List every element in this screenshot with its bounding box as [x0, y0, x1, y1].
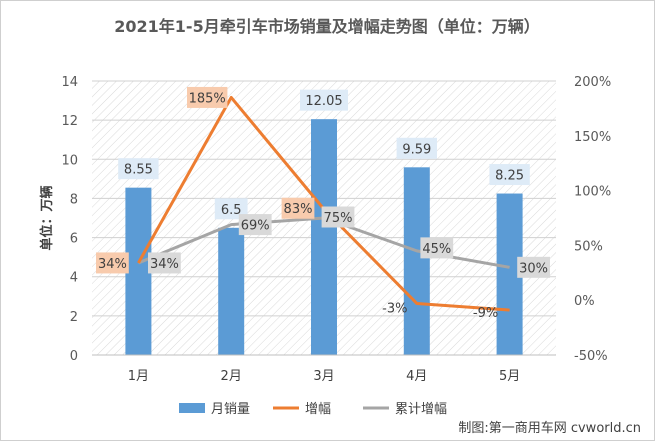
- bar-value-label: 12.05: [300, 89, 348, 111]
- cumulative-value-label-text: 75%: [324, 211, 353, 226]
- right-tick-label: 100%: [574, 185, 611, 200]
- left-tick-label: 2: [70, 310, 78, 325]
- bar-value-label-box: [118, 158, 159, 180]
- growth-value-label-text: 34%: [98, 257, 127, 272]
- cumulative-value-label-box: [148, 252, 181, 274]
- growth-value-label: 83%: [281, 197, 315, 219]
- right-tick-label: 0%: [574, 294, 595, 309]
- growth-value-label-box: [96, 252, 129, 274]
- right-tick-label: 200%: [574, 75, 611, 90]
- cumulative-value-label-text: 45%: [422, 242, 451, 257]
- bar-value-label-text: 9.59: [402, 142, 431, 157]
- bar-value-label-box: [489, 164, 530, 186]
- bar: [218, 227, 245, 355]
- cumulative-value-label-box: [238, 214, 272, 236]
- legend-label: 增幅: [305, 402, 331, 417]
- left-axis: 0 2 4 6 8 10 12 14: [61, 75, 78, 364]
- category-label: 1月: [128, 369, 149, 384]
- bar-value-label-box: [214, 198, 248, 220]
- growth-value-label: -9%: [473, 306, 498, 321]
- y-axis-title: 单位：万辆: [39, 185, 55, 250]
- legend-item: 累计增幅: [363, 402, 447, 417]
- category-label: 3月: [313, 369, 334, 384]
- growth-value-label: 185%: [187, 86, 228, 108]
- bar-value-label-text: 8.25: [495, 169, 524, 184]
- cumulative-value-label-text: 69%: [241, 219, 270, 234]
- left-tick-label: 0: [70, 349, 78, 364]
- cumulative-value-label: 69%: [238, 214, 272, 236]
- cumulative-value-label: 30%: [517, 256, 550, 278]
- growth-value-label-text: 185%: [189, 91, 226, 106]
- bar-value-label-box: [396, 137, 437, 159]
- legend: 月销量 增幅 累计增幅: [179, 402, 447, 417]
- cumulative-value-label-text: 34%: [150, 257, 179, 272]
- left-tick-label: 12: [61, 114, 78, 129]
- x-axis: 1月 2月 3月 4月 5月: [92, 354, 556, 384]
- bar-value-label-text: 12.05: [305, 94, 342, 109]
- bar-value-label: 8.25: [489, 164, 530, 186]
- left-tick-label: 4: [70, 271, 78, 286]
- cumulative-value-label-box: [321, 206, 355, 228]
- category-label: 5月: [499, 369, 520, 384]
- legend-swatch: [179, 403, 205, 413]
- right-tick-label: -50%: [574, 349, 608, 364]
- cumulative-value-label: 34%: [148, 252, 181, 274]
- growth-value-label: -3%: [382, 301, 407, 316]
- category-label: 4月: [406, 369, 427, 384]
- legend-item: 月销量: [179, 402, 250, 417]
- right-tick-label: 50%: [574, 239, 603, 254]
- bar: [125, 187, 152, 355]
- bar-series: [125, 119, 523, 356]
- cumulative-value-label-box: [517, 256, 550, 278]
- chart-title: 2021年1-5月牵引车市场销量及增幅走势图（单位：万辆）: [114, 17, 539, 36]
- bar-value-label: 6.5: [214, 198, 248, 220]
- bar: [311, 119, 337, 356]
- left-tick-label: 10: [61, 153, 78, 168]
- legend-label: 累计增幅: [395, 402, 447, 417]
- cumulative-value-label: 45%: [420, 237, 454, 259]
- right-tick-label: 150%: [574, 130, 611, 145]
- growth-value-label-box: [187, 86, 228, 108]
- bar: [403, 167, 430, 355]
- growth-value-label-box: [281, 197, 315, 219]
- bar-value-label: 9.59: [396, 137, 437, 159]
- legend-label: 月销量: [211, 402, 250, 417]
- growth-value-label: 34%: [96, 252, 129, 274]
- right-axis: -50% 0% 50% 100% 150% 200%: [574, 75, 611, 364]
- category-label: 2月: [221, 369, 242, 384]
- bar-value-label-box: [300, 89, 348, 111]
- bar-value-label-text: 8.55: [124, 163, 153, 178]
- bar-value-label: 8.55: [118, 158, 159, 180]
- cumulative-value-label-text: 30%: [519, 261, 548, 276]
- legend-item: 增幅: [273, 402, 331, 417]
- source-note: 制图:第一商用车网 cvworld.cn: [458, 420, 641, 436]
- left-tick-label: 8: [70, 192, 78, 207]
- cumulative-value-label-box: [420, 237, 454, 259]
- left-tick-label: 14: [61, 75, 78, 90]
- data-labels: 8.55 6.5 12.05 9.59 8.25 34% 185% 83% -3% -9% 34% 6…: [96, 86, 550, 321]
- growth-value-label-text: -9%: [473, 306, 498, 321]
- left-tick-label: 6: [70, 232, 78, 247]
- growth-value-label-text: 83%: [284, 202, 313, 217]
- growth-value-label-text: -3%: [382, 301, 407, 316]
- cumulative-value-label: 75%: [321, 206, 355, 228]
- bar-value-label-text: 6.5: [221, 203, 242, 218]
